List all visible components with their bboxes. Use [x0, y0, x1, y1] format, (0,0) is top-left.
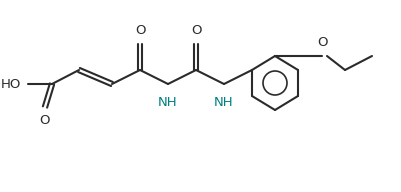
- Text: O: O: [317, 36, 327, 49]
- Text: NH: NH: [158, 96, 178, 109]
- Text: NH: NH: [214, 96, 234, 109]
- Text: O: O: [135, 24, 145, 37]
- Text: O: O: [39, 114, 49, 127]
- Text: HO: HO: [1, 78, 21, 90]
- Text: O: O: [191, 24, 201, 37]
